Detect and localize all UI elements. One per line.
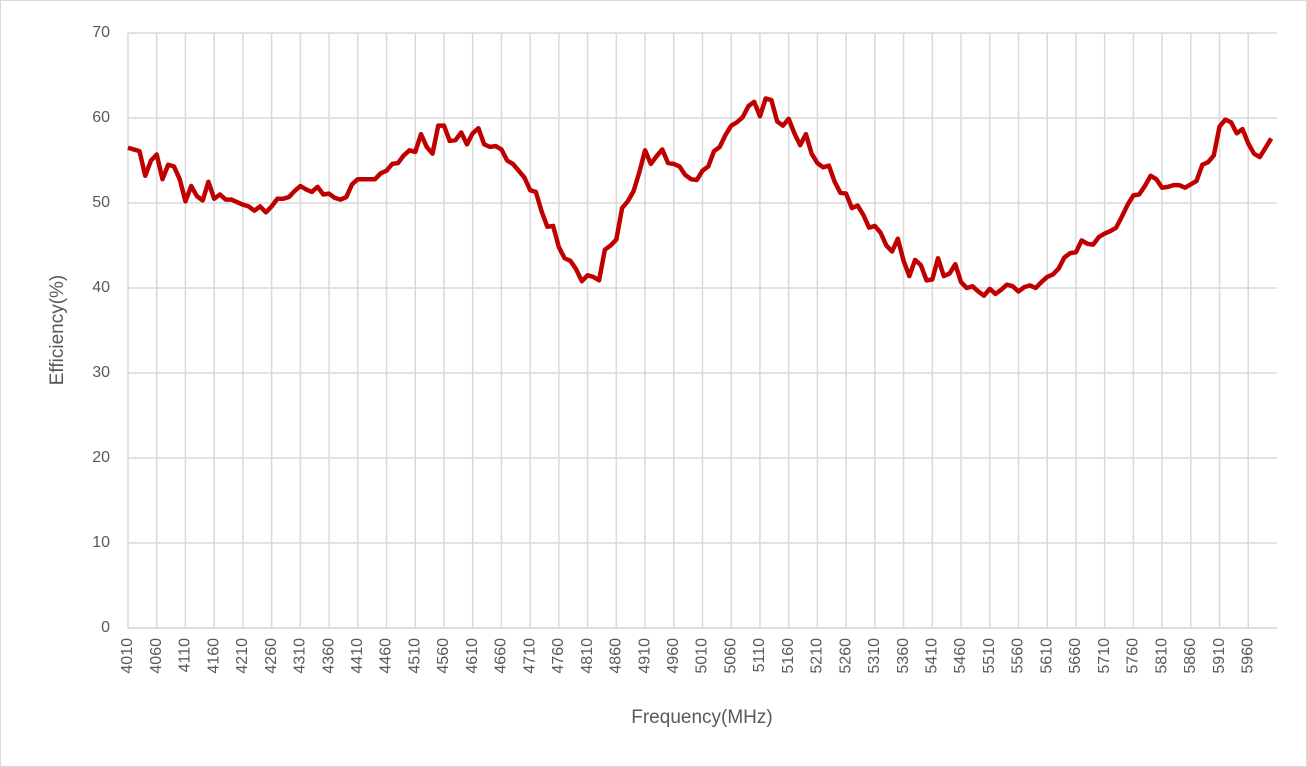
x-tick-label: 5460 <box>952 638 969 674</box>
x-tick-label: 4760 <box>550 638 567 674</box>
x-tick-label: 4360 <box>320 638 337 674</box>
x-tick-label: 5160 <box>780 638 797 674</box>
x-tick-label: 5610 <box>1038 638 1055 674</box>
y-tick-label: 40 <box>92 279 110 296</box>
x-tick-label: 4010 <box>119 638 136 674</box>
x-tick-label: 5360 <box>895 638 912 674</box>
x-tick-label: 5410 <box>924 638 941 674</box>
x-tick-label: 4560 <box>435 638 452 674</box>
x-tick-label: 4160 <box>205 638 222 674</box>
x-tick-label: 5710 <box>1096 638 1113 674</box>
x-tick-label: 5010 <box>694 638 711 674</box>
y-tick-label: 70 <box>92 24 110 41</box>
x-tick-label: 5060 <box>722 638 739 674</box>
x-tick-label: 4310 <box>292 638 309 674</box>
x-tick-label: 5760 <box>1125 638 1142 674</box>
x-tick-label: 5860 <box>1182 638 1199 674</box>
x-tick-label: 4410 <box>349 638 366 674</box>
x-tick-label: 5810 <box>1153 638 1170 674</box>
y-tick-label: 50 <box>92 194 110 211</box>
x-tick-label: 4610 <box>464 638 481 674</box>
y-axis-title: Efficiency(%) <box>47 275 68 386</box>
x-tick-label: 4110 <box>177 638 194 673</box>
x-tick-label: 4510 <box>406 638 423 674</box>
x-tick-label: 4260 <box>263 638 280 674</box>
x-tick-label: 5560 <box>1010 638 1027 674</box>
x-tick-label: 5260 <box>837 638 854 674</box>
x-tick-label: 4060 <box>148 638 165 674</box>
x-axis-title: Frequency(MHz) <box>631 707 772 728</box>
x-tick-label: 5210 <box>809 638 826 674</box>
x-tick-label: 4460 <box>378 638 395 674</box>
x-tick-label: 4660 <box>493 638 510 674</box>
x-tick-label: 4810 <box>579 638 596 674</box>
x-tick-label: 5960 <box>1239 638 1256 674</box>
x-tick-label: 5910 <box>1211 638 1228 674</box>
y-tick-label: 0 <box>101 619 110 636</box>
x-tick-label: 5110 <box>751 638 768 673</box>
x-tick-label: 4710 <box>521 638 538 674</box>
x-tick-label: 5660 <box>1067 638 1084 674</box>
x-tick-label: 4910 <box>636 638 653 674</box>
y-tick-label: 30 <box>92 364 110 381</box>
line <box>127 96 1274 298</box>
y-tick-label: 20 <box>92 449 110 466</box>
y-tick-label: 60 <box>92 109 110 126</box>
x-tick-label: 5510 <box>981 638 998 674</box>
x-tick-label: 4210 <box>234 638 251 674</box>
x-tick-label: 5310 <box>866 638 883 674</box>
x-tick-label: 4860 <box>608 638 625 674</box>
y-tick-label: 10 <box>92 534 110 551</box>
x-tick-label: 4960 <box>665 638 682 674</box>
